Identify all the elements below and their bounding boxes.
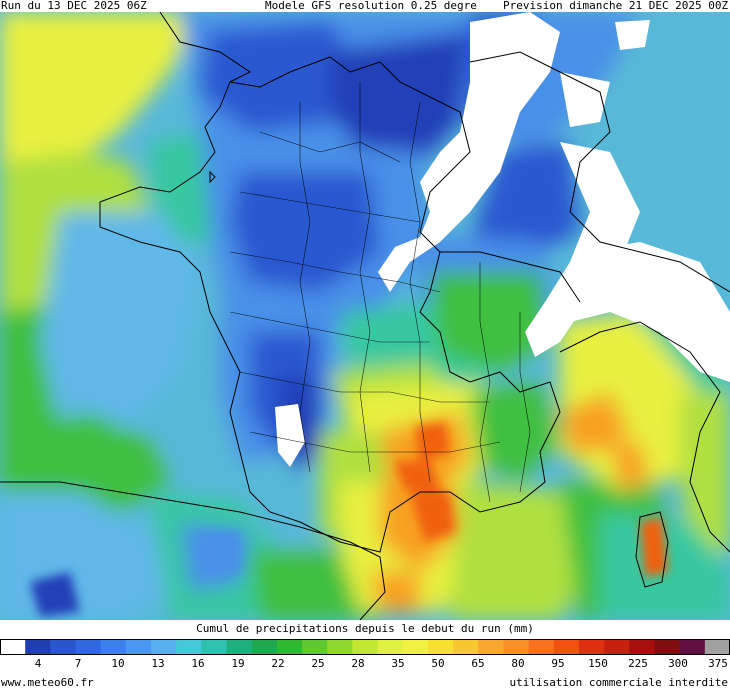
tick-label: 28 [351,657,365,670]
field-yg [680,392,730,552]
channel-islands [209,170,216,184]
field-dorange [395,460,440,492]
tick-label: 150 [588,657,608,670]
color-scale-bar [0,639,730,655]
scale-swatch [654,639,681,655]
scale-swatch [276,639,303,655]
scale-swatch [402,639,429,655]
commercial-notice: utilisation commerciale interdite [509,676,728,689]
header-bar: Run du 13 DEC 2025 06Z Modele GFS resolu… [0,0,730,12]
scale-swatch [251,639,278,655]
dry-zones [275,12,730,467]
field-dry [570,242,730,382]
forecast-label: Prevision dimanche 21 DEC 2025 00Z [503,0,729,12]
tick-label: 25 [311,657,325,670]
field-green [470,382,560,482]
scale-swatch [578,639,605,655]
tick-label: 50 [431,657,445,670]
field-yg [450,482,600,620]
internal-borders [229,82,531,503]
scale-swatch [100,639,127,655]
scale-swatch [629,639,655,655]
scale-swatch [201,639,228,655]
field-dry [525,142,640,357]
scale-swatch [327,639,353,655]
tick-label: 16 [191,657,205,670]
tick-label: 10 [111,657,125,670]
precip-cores [30,422,668,617]
borders [0,12,730,620]
tick-label: 4 [34,657,42,670]
model-label: Modele GFS resolution 0.25 degre [265,0,477,12]
scale-swatch [0,639,26,655]
tick-label: 7 [74,657,82,670]
tick-label: 95 [551,657,565,670]
scale-swatch [25,639,51,655]
tick-label: 65 [471,657,485,670]
scale-swatch [478,639,504,655]
scale-swatch [151,639,177,655]
site-link[interactable]: www.meteo60.fr [1,676,94,689]
tick-label: 225 [628,657,648,670]
field-lblue [200,532,240,572]
field-dblue [30,572,80,617]
tick-label: 80 [511,657,525,670]
field-yellow [0,12,200,182]
germany-border [469,51,730,293]
footer-bar: www.meteo60.fr utilisation commerciale i… [0,676,730,690]
scale-swatch [453,639,479,655]
italy-coast [559,321,730,553]
corsica [635,511,669,588]
tick-label: 375 [708,657,728,670]
france-outline [99,56,561,553]
tick-label: 13 [151,657,165,670]
spain-coast [0,481,386,620]
scale-swatch [302,639,328,655]
scale-swatch [704,639,730,655]
scale-swatch [352,639,379,655]
precipitation-map [0,12,730,620]
tick-label: 19 [231,657,245,670]
field-dry [615,20,650,50]
scale-swatch [176,639,202,655]
field-orange [560,392,630,452]
uk-coast [159,12,251,83]
field-dblue [330,32,470,162]
field-cyan [40,212,200,432]
field-blue [230,172,380,292]
scale-swatch [75,639,102,655]
field-dry [560,72,610,127]
scale-swatch [125,639,152,655]
swiss-border [440,251,581,303]
field-orange [370,572,420,612]
scale-swatch [377,639,404,655]
scale-swatch [50,639,77,655]
scale-swatch [226,639,253,655]
field-green [0,412,170,512]
field-dry [378,12,560,292]
run-label: Run du 13 DEC 2025 06Z [1,0,147,12]
scale-swatch [503,639,530,655]
legend-ticks: 4 7 10 13 16 19 22 25 28 35 50 65 80 95 150 225 300 375 [0,657,730,671]
legend-title: Cumul de precipitations depuis le debut … [196,622,534,635]
scale-swatch [604,639,630,655]
field-dorange [640,517,668,577]
field-dorange [410,492,455,542]
tick-label: 300 [668,657,688,670]
scale-swatch [427,639,454,655]
tick-label: 35 [391,657,405,670]
scale-swatch [553,639,580,655]
scale-swatch [679,639,706,655]
field-dry [275,404,305,467]
tick-label: 22 [271,657,285,670]
scale-swatch [528,639,555,655]
field-orange [610,442,650,492]
